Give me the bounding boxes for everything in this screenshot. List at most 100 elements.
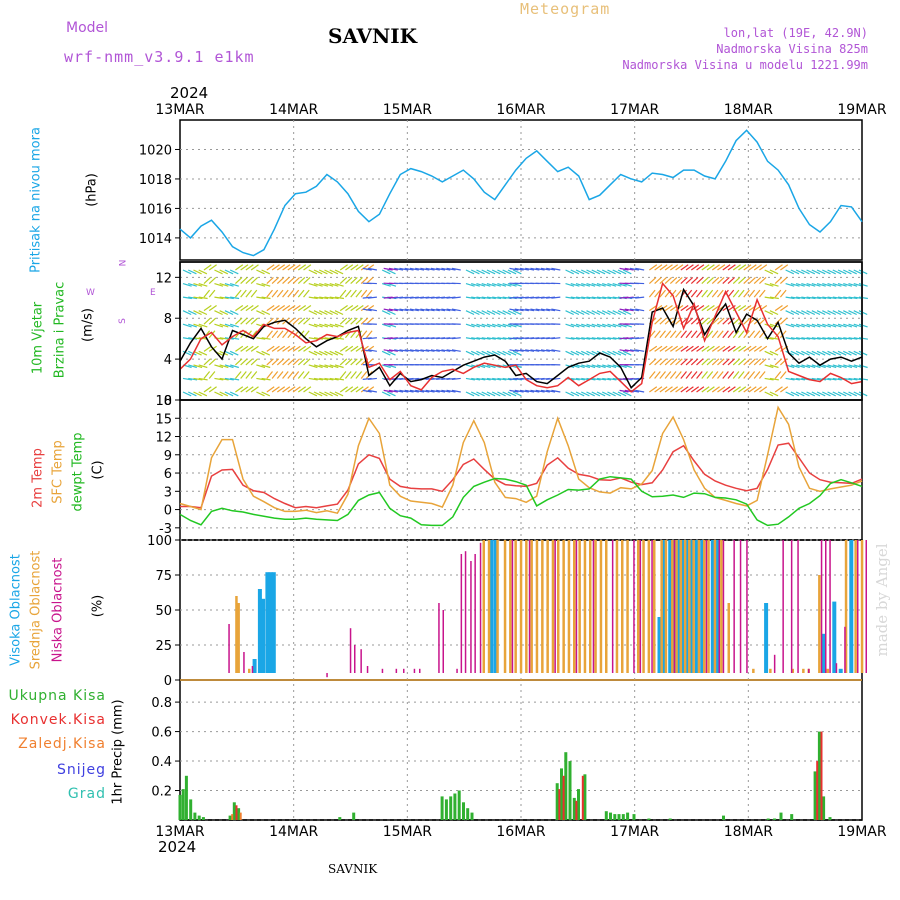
wind-barb [669,330,677,339]
wind-barb [591,391,601,397]
wind-barb [822,310,831,316]
wind-barb [635,296,645,299]
wind-barb [324,282,334,287]
wind-barb [497,337,507,340]
wind-barb [319,364,329,369]
wind-barb [214,282,224,287]
sfc-temp-line [179,405,863,515]
wind-barb [451,308,461,312]
mid-cloud-bar [626,540,629,673]
wind-barb [345,276,353,284]
wind-barb [535,349,545,352]
wind-barb [297,276,306,284]
y-tick-label: 15 [155,412,172,427]
mid-cloud-bar [752,668,755,673]
wind-barb [282,289,289,298]
wind-barb [827,377,837,381]
wind-barb [822,269,831,275]
wind-barb [229,350,239,356]
wind-barb [827,310,836,316]
mid-cloud-bar [525,540,528,673]
wind-barb [203,289,211,298]
wind-barb [811,282,821,287]
wind-barb [732,345,741,352]
wind-barb [261,269,271,275]
wind-barb [224,282,234,287]
wind-barb [591,364,601,369]
wind-barb [581,391,590,397]
wind-barb [350,317,358,325]
y-tick-label: 0 [164,394,172,409]
mid-cloud-bar [482,540,485,673]
high-cloud-bar [271,572,276,673]
wind-barb [319,323,329,328]
total-precip-bar [632,814,636,820]
wind-barb [208,276,217,284]
wind-barb [324,364,334,369]
wind-barb [690,386,700,393]
wind-barb [717,345,726,352]
wind-barb [774,264,783,271]
wind-barb [732,386,741,393]
wind-barb [664,386,673,393]
wind-barb [540,267,550,271]
compass-s: S [117,318,128,324]
wind-barb [271,371,279,379]
wind-barb [387,350,396,356]
wind-barb [492,282,501,287]
mid-cloud-bar [594,540,597,673]
wind-barb [366,276,374,284]
high-cloud-bar [764,603,769,673]
wind-barb [570,377,580,381]
wind-barb [816,323,826,328]
wind-barb [858,323,868,328]
low-cloud-bar [746,540,748,673]
wind-barb [832,296,842,300]
wind-barb [586,350,595,356]
wind-barb [388,349,398,352]
mid-cloud-bar [692,540,695,673]
wind-barb [785,337,795,340]
wind-barb [732,371,740,379]
low-cloud-bar [739,540,742,673]
wind-barb [601,350,611,356]
wind-barb [303,371,310,379]
temp-axis-unit: (C) [90,460,106,480]
wind-barb [675,358,683,366]
wind-barb [287,345,296,352]
wind-barb [801,296,811,300]
wind-barb [801,310,810,316]
wind-barb [853,364,863,369]
wind-barb [690,358,699,366]
total-precip-bar [338,817,342,820]
wind-barb [811,323,821,328]
model-name: wrf-nmm_v3.9.1 e1km [64,48,255,66]
wind-barb [245,345,254,352]
wind-barb [525,308,535,312]
conv-precip-bar [558,789,561,820]
wind-barb [546,308,556,312]
wind-barb [785,282,795,287]
wind-barb [471,377,481,381]
wind-barb [769,296,779,300]
wind-barb [308,364,318,369]
wind-barb [415,389,425,393]
wind-barb [811,364,821,369]
y-tick-label: 0 [164,504,172,519]
wind-barb [565,323,575,328]
wind-barb [256,296,266,300]
wind-barb [193,323,203,328]
wind-barb [648,358,657,366]
low-cloud-bar [251,666,254,673]
total-precip-bar [555,783,559,820]
wind-barb [858,269,868,275]
mid-cloud-bar [844,540,848,673]
wind-barb [430,267,440,271]
grid-lines [180,120,862,820]
wind-barb [774,305,783,312]
wind-barb [774,330,782,339]
wind-barb [420,308,430,312]
wind-barb [345,305,354,312]
high-cloud-bar [657,617,662,673]
wind-barb [234,317,243,325]
